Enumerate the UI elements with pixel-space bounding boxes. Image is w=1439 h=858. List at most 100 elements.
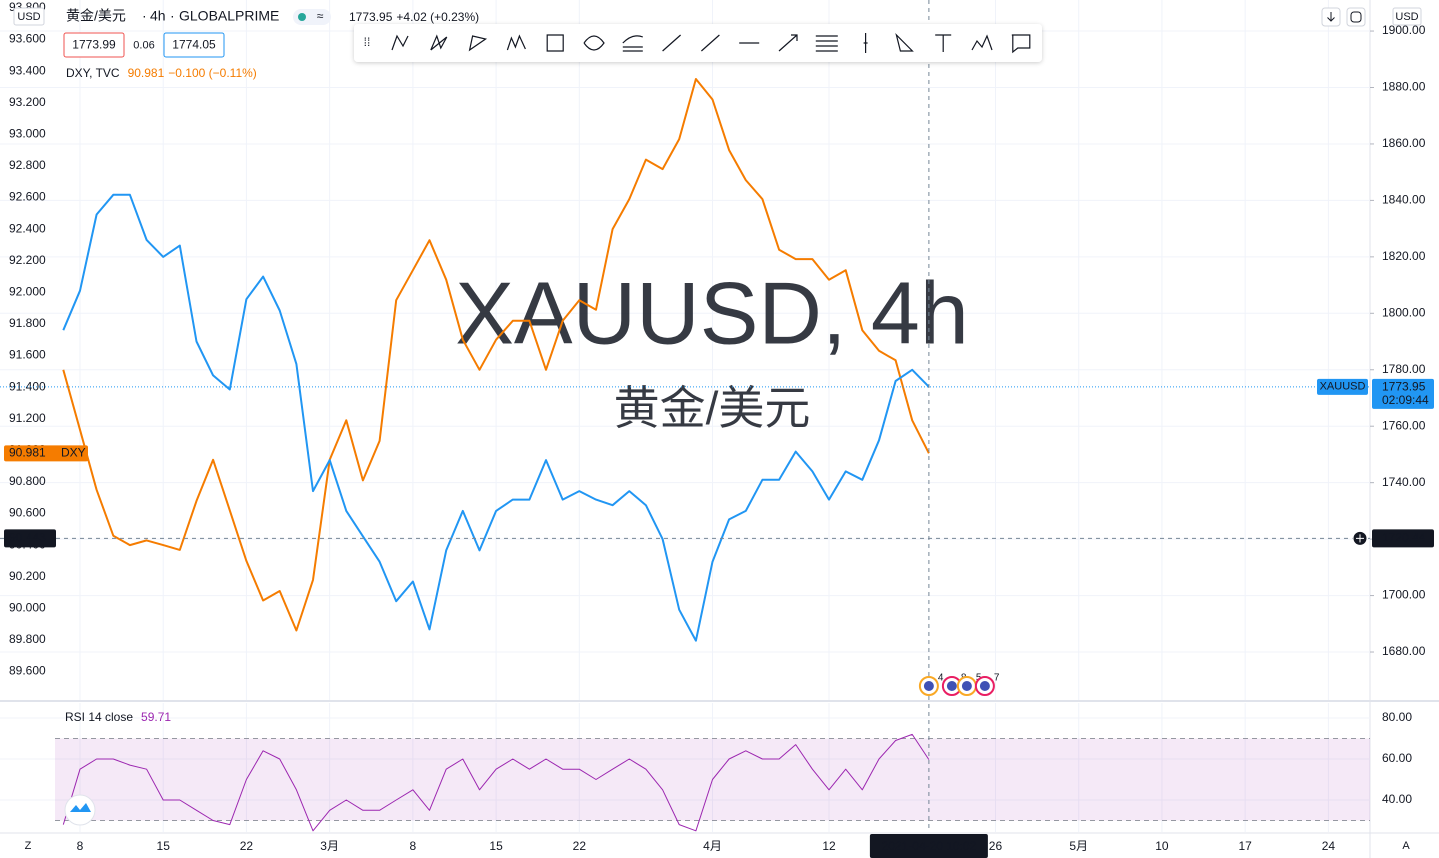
series-line (62, 78, 930, 632)
y-tick-label: 91.600 (9, 348, 46, 362)
status-pill[interactable] (293, 9, 331, 25)
right-currency-box[interactable] (1392, 7, 1422, 26)
toolbar-icon[interactable] (863, 33, 868, 53)
last-price-box (1372, 378, 1434, 409)
x-tick-label: 15 (489, 839, 503, 853)
spread: 0.06 (133, 39, 154, 51)
series-name: XAUUSD (1320, 381, 1366, 393)
toolbar-handle[interactable]: ⁞⁞ (364, 35, 371, 49)
toolbar-icon[interactable] (622, 35, 644, 52)
header-price: 1773.95 +4.02 (+0.23%) (349, 10, 479, 24)
x-tick-label: 22 (240, 839, 254, 853)
price-change: +4.02 (+0.23%) (396, 10, 479, 24)
y-tick-label: 90.000 (9, 601, 46, 615)
left-series-name: DXY (61, 446, 86, 460)
toolbar-icon[interactable] (971, 34, 993, 51)
event-count: 7 (994, 673, 1000, 684)
buy-button[interactable] (163, 32, 225, 58)
y-tick-label: 90.800 (9, 474, 46, 488)
rsi-legend: RSI 14 close 59.71 (65, 710, 171, 724)
crosshair-y-label: 90.443 (9, 531, 46, 545)
toolbar-icon[interactable] (430, 34, 448, 51)
event-flag (979, 681, 990, 691)
x-tick-label: 8 (77, 839, 84, 853)
x-tick-label: 24 (1322, 839, 1336, 853)
compare-symbol: DXY, TVC (66, 66, 120, 80)
watermark-title: XAUUSD, 4h (455, 263, 969, 362)
toolbar-bg (354, 24, 1042, 62)
crosshair-x-box (869, 834, 988, 858)
x-tick-label: 15 (157, 839, 171, 853)
event-count: 4 (938, 673, 944, 684)
toolbar-icons (391, 33, 1031, 54)
interval[interactable]: 4h (150, 8, 166, 24)
series-line (62, 193, 930, 642)
left-price-label: 90.981 (9, 446, 46, 460)
toolbar-icon[interactable] (701, 34, 720, 52)
ask-price[interactable]: 1774.05 (172, 38, 216, 52)
compare-price: 90.981 (128, 66, 165, 80)
crosshair-y-box (4, 529, 56, 548)
rsi-tick-label: 60.00 (1382, 751, 1412, 765)
y-tick-label: 93.200 (9, 95, 46, 109)
y-tick-label: 92.000 (9, 284, 46, 298)
countdown: 02:09:44 (1382, 393, 1429, 407)
toolbar-icon[interactable] (468, 35, 488, 52)
crosshair-y2-box (1372, 529, 1434, 548)
x-tick-label: 8 (410, 839, 417, 853)
separator-dot: · (170, 8, 175, 24)
plots (55, 78, 1370, 832)
currency[interactable]: USD (17, 11, 40, 23)
x-tick-label: 12 (822, 839, 836, 853)
watermark: XAUUSD, 4h 黄金/美元 (455, 263, 969, 434)
reset-button[interactable] (1346, 7, 1366, 27)
y2-tick-label: 1820.00 (1382, 249, 1426, 263)
y-tick-label: 93.400 (9, 63, 46, 77)
toolbar-icon[interactable] (391, 34, 409, 51)
rsi-tick-label: 40.00 (1382, 792, 1412, 806)
x-tick-label: 4月 (703, 839, 722, 853)
toolbar-icon[interactable] (662, 34, 681, 52)
toolbar-icon[interactable] (506, 34, 526, 51)
x-tick-label: 3月 (320, 839, 339, 853)
sell-button[interactable] (63, 32, 125, 58)
x-tick-label: 17 (1238, 839, 1252, 853)
y2-tick-label: 1860.00 (1382, 136, 1426, 150)
crosshair-y2-label: 1720.44 (1382, 531, 1426, 545)
toolbar-icon[interactable] (815, 35, 838, 52)
y-tick-label: 92.600 (9, 190, 46, 204)
scale-left[interactable]: Z (25, 840, 32, 852)
currency-box[interactable] (13, 7, 45, 26)
reset-icon (1350, 11, 1362, 23)
last-price-label: 1773.95 (1382, 380, 1426, 394)
y-tick-label: 90.200 (9, 569, 46, 583)
last-price: 1773.95 (349, 10, 393, 24)
toolbar-icon[interactable] (546, 34, 564, 52)
compare-legend: DXY, TVC 90.981 −0.100 (−0.11%) (66, 66, 257, 80)
y-tick-label: 93.600 (9, 32, 46, 46)
y2-tick-label: 1700.00 (1382, 588, 1426, 602)
scale-right[interactable]: A (1402, 840, 1410, 852)
x-tick-label: 22 (573, 839, 587, 853)
exchange[interactable]: GLOBALPRIME (179, 8, 279, 24)
y-tick-label: 92.800 (9, 158, 46, 172)
toolbar-icon[interactable] (1011, 34, 1031, 54)
x-tick-label: 26 (989, 839, 1003, 853)
y2-tick-label: 1680.00 (1382, 644, 1426, 658)
symbol[interactable]: 黄金/美元 (66, 8, 126, 24)
y-tick-label: 91.400 (9, 379, 46, 393)
bid-price[interactable]: 1773.99 (72, 38, 116, 52)
toolbar-icon[interactable] (935, 34, 952, 52)
right-currency[interactable]: USD (1395, 11, 1418, 23)
x-tick-label: 10 (1155, 839, 1169, 853)
toolbar-icon[interactable] (778, 34, 798, 52)
y-tick-label: 89.800 (9, 632, 46, 646)
rsi-value: 59.71 (141, 710, 171, 724)
y-tick-label: 92.200 (9, 253, 46, 267)
logo (70, 803, 91, 812)
toolbar-icon[interactable] (895, 33, 914, 52)
toolbar-icon[interactable] (583, 35, 605, 51)
